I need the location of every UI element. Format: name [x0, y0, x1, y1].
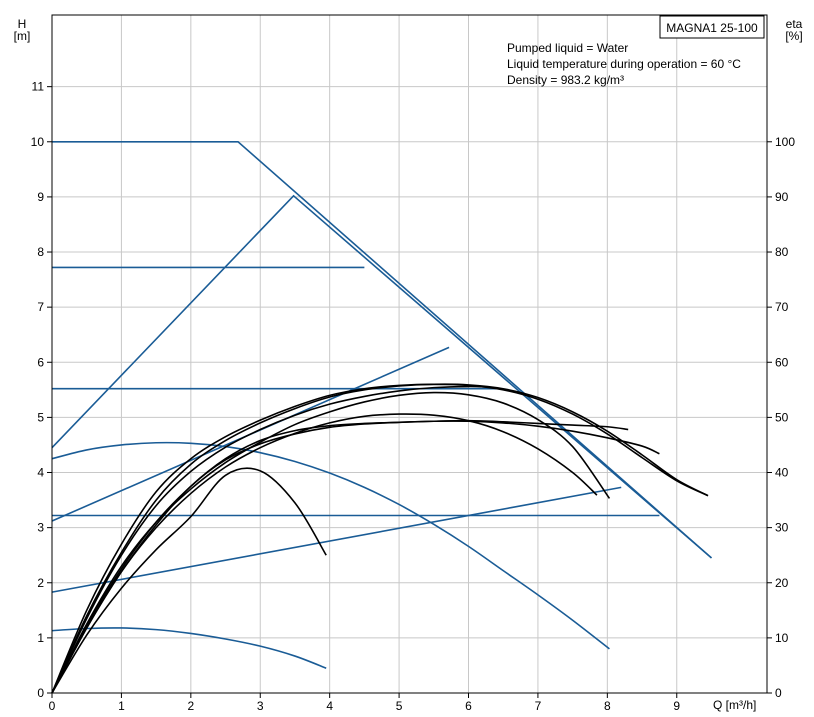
axis-ticks: 0 1 2 3 4 5 6 7 8 9012345678910110102030405060708… — [31, 80, 796, 713]
efficiency-curve-1 — [51, 383, 709, 694]
x-tick-label: 1 — [118, 699, 125, 713]
y2-tick-label: 90 — [775, 190, 789, 204]
y-axis-unit: [m] — [14, 29, 31, 43]
head-curve-9 — [51, 627, 327, 669]
y2-tick-label: 0 — [775, 686, 782, 700]
x-tick-label: 2 — [187, 699, 194, 713]
efficiency-curve-8 — [51, 467, 327, 694]
y-tick-label: 7 — [37, 300, 44, 314]
y2-tick-label: 30 — [775, 521, 789, 535]
y2-tick-label: 100 — [775, 135, 795, 149]
grid-lines — [52, 15, 767, 693]
y-tick-label: 11 — [32, 80, 45, 94]
y2-axis-unit: [%] — [785, 29, 802, 43]
y2-tick-label: 50 — [775, 410, 789, 424]
y-tick-label: 0 — [37, 686, 44, 700]
y-tick-label: 6 — [37, 355, 44, 369]
y2-tick-label: 10 — [775, 631, 789, 645]
y2-tick-label: 40 — [775, 466, 789, 480]
y-tick-label: 10 — [31, 135, 45, 149]
info-line-liquid: Pumped liquid = Water — [507, 41, 628, 55]
y-tick-label: 9 — [37, 190, 44, 204]
model-label-box: MAGNA1 25-100 — [659, 15, 765, 39]
y-tick-label: 2 — [37, 576, 44, 590]
y2-tick-label: 70 — [775, 300, 789, 314]
efficiency-curve-2 — [51, 383, 709, 694]
x-tick-label: 3 — [257, 699, 264, 713]
efficiency-curve-7 — [51, 420, 660, 694]
y2-tick-label: 20 — [775, 576, 789, 590]
x-tick-label: 5 — [396, 699, 403, 713]
y-tick-label: 1 — [37, 631, 44, 645]
x-axis-title: Q [m³/h] — [713, 698, 756, 712]
y2-tick-label: 80 — [775, 245, 789, 259]
y-tick-label: 3 — [37, 521, 44, 535]
efficiency-curve-4 — [51, 391, 611, 694]
head-curve-2 — [51, 194, 712, 559]
head-curve-1 — [52, 140, 712, 559]
efficiency-curve-6 — [51, 419, 629, 694]
y-tick-label: 4 — [37, 466, 44, 480]
plot-frame — [51, 14, 768, 694]
y-tick-label: 8 — [37, 245, 44, 259]
efficiency-curve-3 — [51, 385, 490, 694]
x-tick-label: 7 — [535, 699, 542, 713]
y-tick-label: 5 — [37, 410, 44, 424]
x-tick-label: 0 — [49, 699, 56, 713]
x-tick-label: 9 — [673, 699, 680, 713]
x-tick-label: 8 — [604, 699, 611, 713]
y2-axis-title: eta — [786, 17, 803, 31]
x-tick-label: 6 — [465, 699, 472, 713]
info-line-temperature: Liquid temperature during operation = 60… — [507, 57, 741, 71]
head-curve-7 — [51, 486, 622, 593]
y-axis-title: H — [18, 17, 27, 31]
y2-tick-label: 60 — [775, 355, 789, 369]
model-label: MAGNA1 25-100 — [666, 21, 758, 35]
info-line-density: Density = 983.2 kg/m³ — [507, 73, 624, 87]
curves-layer — [51, 140, 712, 694]
x-tick-label: 4 — [326, 699, 333, 713]
head-curve-8 — [51, 441, 610, 650]
